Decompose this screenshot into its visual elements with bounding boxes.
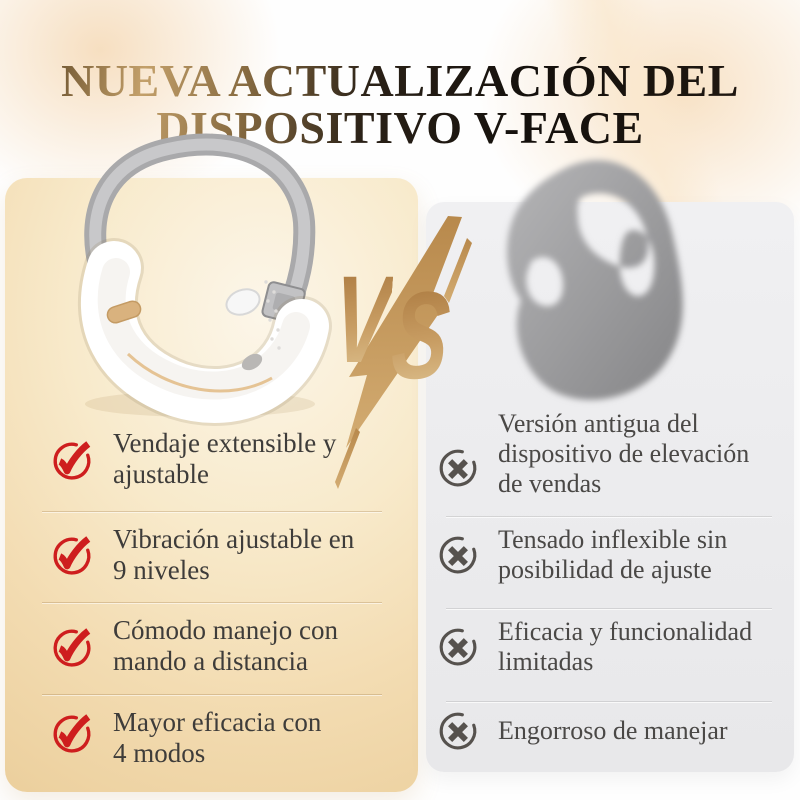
feature-line: mando a distancia bbox=[113, 646, 308, 676]
feature-item: Mayor eficacia con 4 modos bbox=[113, 707, 393, 769]
feature-item: Vendaje extensible y ajustable bbox=[113, 428, 393, 490]
feature-line: dispositivo de elevación bbox=[498, 439, 750, 468]
feature-line: limitadas bbox=[498, 647, 594, 676]
feature-item: Versión antigua del dispositivo de eleva… bbox=[498, 409, 788, 499]
feature-item: Cómodo manejo con mando a distancia bbox=[113, 615, 393, 677]
divider bbox=[446, 701, 772, 702]
divider bbox=[446, 516, 772, 517]
feature-line: Versión antigua del bbox=[498, 409, 699, 438]
vs-letter-s: S bbox=[387, 267, 454, 405]
check-icon bbox=[53, 628, 91, 667]
feature-item: Engorroso de manejar bbox=[498, 716, 788, 746]
check-icon bbox=[53, 441, 91, 480]
feature-line: Vibración ajustable en bbox=[113, 524, 355, 554]
cross-icon bbox=[439, 628, 477, 666]
check-icon bbox=[53, 714, 91, 753]
divider bbox=[446, 608, 772, 609]
feature-line: 9 niveles bbox=[113, 555, 210, 585]
cross-icon bbox=[439, 712, 477, 750]
feature-line: Eficacia y funcionalidad bbox=[498, 617, 753, 646]
vs-letter-v: V bbox=[328, 251, 395, 389]
check-icon bbox=[53, 536, 91, 575]
feature-line: Tensado inflexible sin bbox=[498, 525, 728, 554]
feature-line: ajustable bbox=[113, 459, 209, 489]
feature-item: Eficacia y funcionalidad limitadas bbox=[498, 617, 788, 677]
feature-item: Tensado inflexible sin posibilidad de aj… bbox=[498, 525, 788, 585]
feature-line: Cómodo manejo con bbox=[113, 615, 338, 645]
divider bbox=[42, 602, 382, 603]
feature-line: Engorroso de manejar bbox=[498, 716, 728, 745]
feature-line: Vendaje extensible y bbox=[113, 428, 337, 458]
feature-line: posibilidad de ajuste bbox=[498, 555, 712, 584]
feature-line: de vendas bbox=[498, 469, 602, 498]
cross-icon bbox=[439, 536, 477, 574]
new-device-photo bbox=[77, 133, 332, 426]
new-device-panel bbox=[5, 178, 418, 792]
title-line-1: NUEVA ACTUALIZACIÓN DEL bbox=[61, 54, 739, 106]
divider bbox=[42, 694, 382, 695]
feature-item: Vibración ajustable en 9 niveles bbox=[113, 524, 393, 586]
feature-line: 4 modos bbox=[113, 738, 206, 768]
cross-icon bbox=[439, 449, 477, 487]
vs-lightning-icon bbox=[335, 216, 472, 489]
old-device-photo bbox=[506, 160, 683, 400]
feature-line: Mayor eficacia con bbox=[113, 707, 322, 737]
divider bbox=[42, 511, 382, 512]
